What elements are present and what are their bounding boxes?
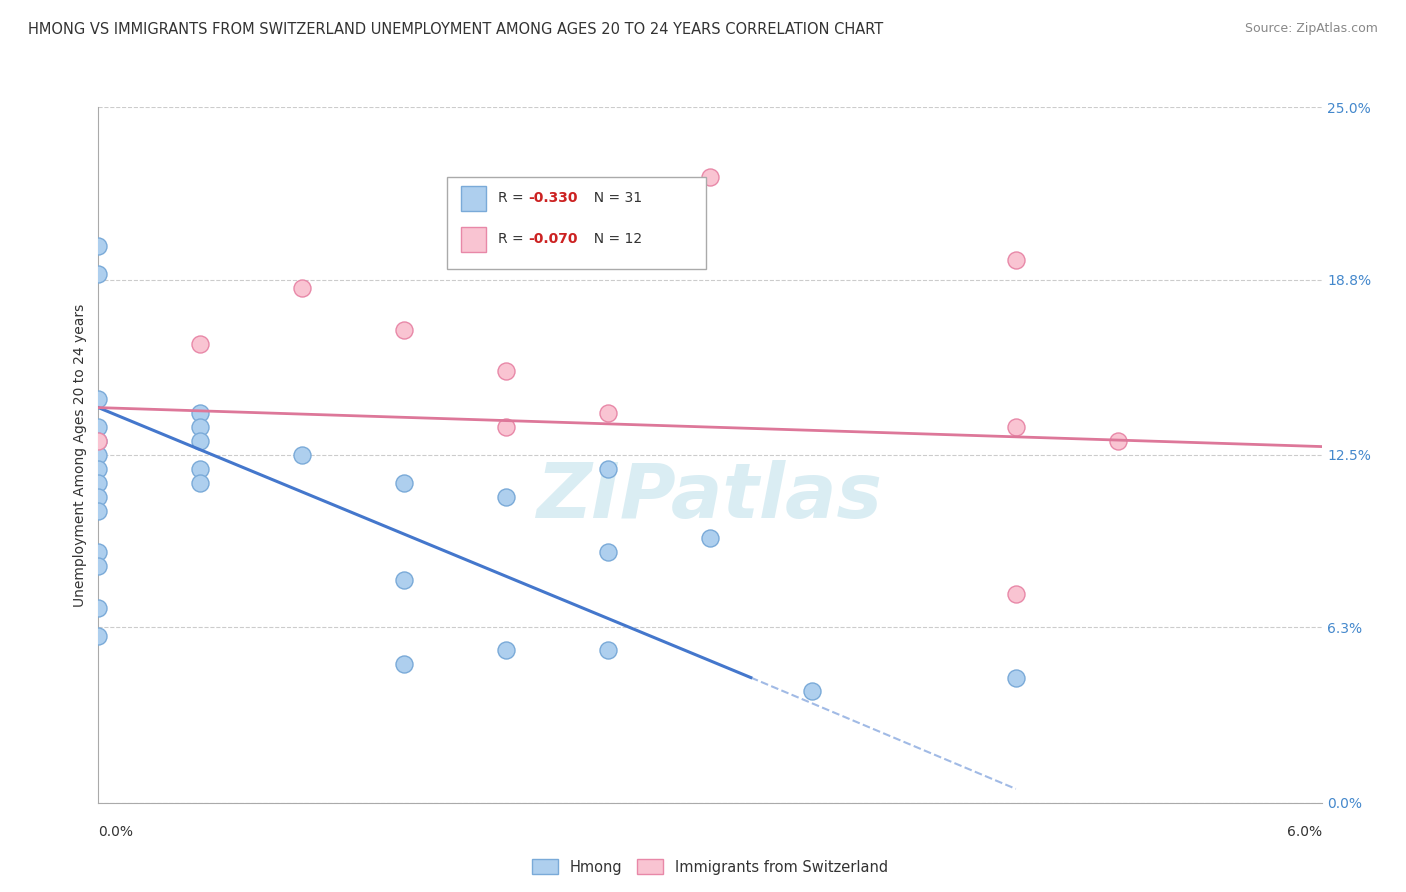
Point [1004, 671, 1026, 685]
Point [87, 434, 110, 448]
Point [596, 545, 619, 559]
Point [188, 434, 212, 448]
Point [596, 642, 619, 657]
Point [87, 490, 110, 504]
Point [495, 420, 517, 434]
Point [87, 629, 110, 643]
Point [188, 475, 212, 490]
Point [596, 406, 619, 420]
Y-axis label: Unemployment Among Ages 20 to 24 years: Unemployment Among Ages 20 to 24 years [73, 303, 87, 607]
Text: Source: ZipAtlas.com: Source: ZipAtlas.com [1244, 22, 1378, 36]
Point [87, 434, 110, 448]
Legend: Hmong, Immigrants from Switzerland: Hmong, Immigrants from Switzerland [527, 855, 893, 879]
Point [495, 642, 517, 657]
Point [87, 462, 110, 476]
Point [392, 475, 416, 490]
Point [87, 239, 110, 253]
Point [699, 169, 721, 184]
Point [87, 559, 110, 574]
Text: ZIPatlas: ZIPatlas [537, 459, 883, 533]
Point [392, 657, 416, 671]
Point [87, 267, 110, 281]
Point [188, 420, 212, 434]
Text: N = 12: N = 12 [585, 232, 643, 246]
Point [87, 475, 110, 490]
Point [188, 406, 212, 420]
Text: N = 31: N = 31 [585, 191, 643, 205]
Point [291, 281, 314, 295]
Point [596, 462, 619, 476]
Text: HMONG VS IMMIGRANTS FROM SWITZERLAND UNEMPLOYMENT AMONG AGES 20 TO 24 YEARS CORR: HMONG VS IMMIGRANTS FROM SWITZERLAND UNE… [28, 22, 883, 37]
Point [699, 532, 721, 546]
Text: -0.330: -0.330 [529, 191, 578, 205]
Point [87, 448, 110, 462]
Point [87, 392, 110, 407]
Point [188, 336, 212, 351]
Point [291, 448, 314, 462]
Text: 0.0%: 0.0% [98, 825, 134, 839]
Text: R =: R = [498, 191, 527, 205]
Point [392, 323, 416, 337]
Point [1004, 587, 1026, 601]
Point [495, 490, 517, 504]
Point [87, 545, 110, 559]
Point [801, 684, 824, 698]
Point [1004, 253, 1026, 268]
Text: -0.070: -0.070 [529, 232, 578, 246]
Point [392, 573, 416, 587]
Text: 6.0%: 6.0% [1286, 825, 1322, 839]
Point [188, 462, 212, 476]
Point [1004, 420, 1026, 434]
Point [1107, 434, 1129, 448]
Point [87, 503, 110, 517]
Text: R =: R = [498, 232, 527, 246]
Point [495, 364, 517, 378]
Point [87, 420, 110, 434]
Point [87, 601, 110, 615]
